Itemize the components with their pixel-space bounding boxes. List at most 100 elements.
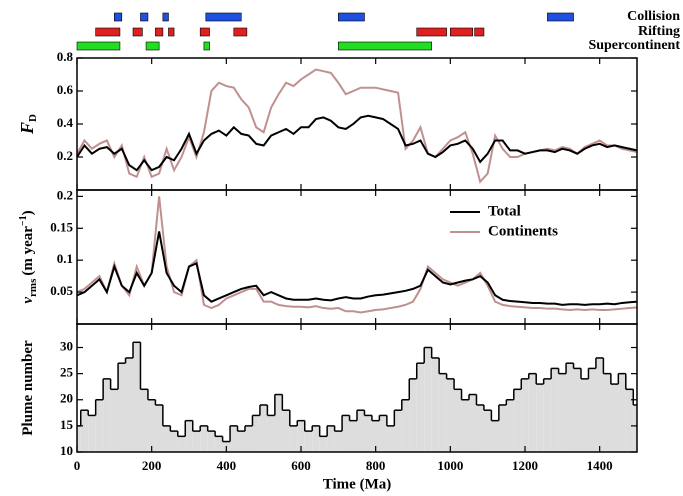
- plot: [77, 68, 637, 184]
- step-area: [312, 425, 320, 452]
- y-tick-label: 25: [60, 365, 74, 380]
- step-area: [491, 420, 499, 452]
- interval-bar: [95, 27, 121, 37]
- x-tick-label: 1000: [437, 458, 463, 473]
- panel: 10 15 20 25 30 0 200 400 600 800 1000 1200 1400 Plume…: [20, 323, 638, 473]
- step-area: [267, 415, 275, 452]
- y-axis-label: Plume number: [20, 340, 36, 436]
- interval-bar: [140, 12, 149, 22]
- step-area: [513, 389, 522, 452]
- interval-bar: [155, 27, 164, 37]
- step-area: [409, 378, 417, 452]
- step-area: [200, 425, 208, 452]
- step-area: [185, 420, 193, 452]
- series-line: [77, 231, 637, 306]
- interval-bar: [338, 12, 365, 22]
- step-area: [77, 425, 81, 452]
- step-area: [386, 425, 395, 452]
- step-area: [595, 357, 604, 452]
- step-area: [364, 415, 372, 452]
- plot: [77, 196, 637, 314]
- step-area: [327, 425, 335, 452]
- step-area: [349, 420, 357, 452]
- y-tick-label: 0.4: [57, 115, 74, 130]
- step-area: [618, 373, 626, 452]
- y-tick-label: 15: [60, 417, 74, 432]
- step-area: [80, 410, 89, 452]
- row-label: Supercontinent: [588, 38, 680, 53]
- y-tick-label: 0.2: [57, 187, 73, 202]
- y-tick-label: 0.8: [57, 49, 74, 64]
- step-area: [215, 436, 223, 452]
- interval-bar: [233, 27, 248, 37]
- step-area: [177, 436, 186, 452]
- interval-bar: [205, 12, 242, 22]
- step-area: [581, 378, 589, 452]
- x-axis-label: Time (Ma): [323, 476, 391, 492]
- step-area: [469, 394, 477, 452]
- x-tick-label: 1200: [512, 458, 538, 473]
- step-area: [521, 378, 529, 452]
- series-line: [77, 196, 637, 314]
- legend-label: Continents: [488, 223, 558, 239]
- y-label-sup: −1: [18, 215, 29, 226]
- plot: [77, 341, 637, 452]
- step-area: [245, 425, 253, 452]
- interval-bar: [547, 12, 574, 22]
- step-area: [424, 347, 432, 452]
- x-tick-label: 1400: [587, 458, 613, 473]
- step-area: [274, 394, 283, 452]
- y-label-sub: D: [27, 114, 39, 122]
- step-area: [259, 404, 268, 452]
- step-area: [476, 404, 484, 452]
- step-area: [147, 399, 156, 452]
- step-area: [588, 368, 596, 452]
- step-area: [506, 399, 514, 452]
- y-axis-label: vrms (m year−1): [18, 210, 38, 303]
- step-area: [237, 431, 245, 452]
- y-label-sub: rms: [27, 278, 39, 297]
- step-area: [461, 399, 469, 452]
- step-area: [297, 420, 305, 452]
- y-tick-label: 10: [60, 443, 73, 458]
- interval-bar: [162, 12, 169, 22]
- y-tick-label: 0.6: [57, 82, 74, 97]
- step-area: [334, 431, 343, 452]
- step-area: [118, 363, 126, 452]
- y-tick-label: 0.05: [50, 283, 73, 298]
- step-area: [133, 342, 141, 452]
- step-area: [110, 389, 119, 452]
- y-label-main: v: [20, 297, 36, 304]
- step-area: [342, 415, 350, 452]
- step-area: [439, 373, 447, 452]
- step-area: [603, 373, 611, 452]
- step-area: [483, 410, 492, 452]
- interval-bar: [474, 27, 485, 37]
- x-tick-label: 600: [291, 458, 311, 473]
- step-area: [207, 431, 216, 452]
- step-area: [95, 399, 104, 452]
- row-label: Rifting: [638, 24, 680, 39]
- interval-bar: [450, 27, 474, 37]
- step-area: [192, 431, 201, 452]
- step-risers: [79, 342, 635, 442]
- panel: 0.2 0.4 0.6 0.8 FD: [17, 49, 638, 191]
- interval-bar: [132, 27, 143, 37]
- step-area: [140, 389, 148, 452]
- step-area: [371, 420, 380, 452]
- step-area: [454, 389, 462, 452]
- step-area: [551, 368, 559, 452]
- series-line: [77, 114, 637, 172]
- step-area: [610, 384, 619, 452]
- step-area: [357, 410, 365, 452]
- step-area: [528, 373, 537, 452]
- interval-bar: [199, 27, 210, 37]
- panel-frame: [76, 323, 638, 453]
- x-tick-label: 200: [142, 458, 162, 473]
- step-area: [319, 436, 328, 452]
- y-tick-label: 0.1: [57, 251, 73, 266]
- step-area: [536, 384, 544, 452]
- step-area: [573, 368, 581, 452]
- step-area: [633, 404, 637, 452]
- step-area: [289, 425, 298, 452]
